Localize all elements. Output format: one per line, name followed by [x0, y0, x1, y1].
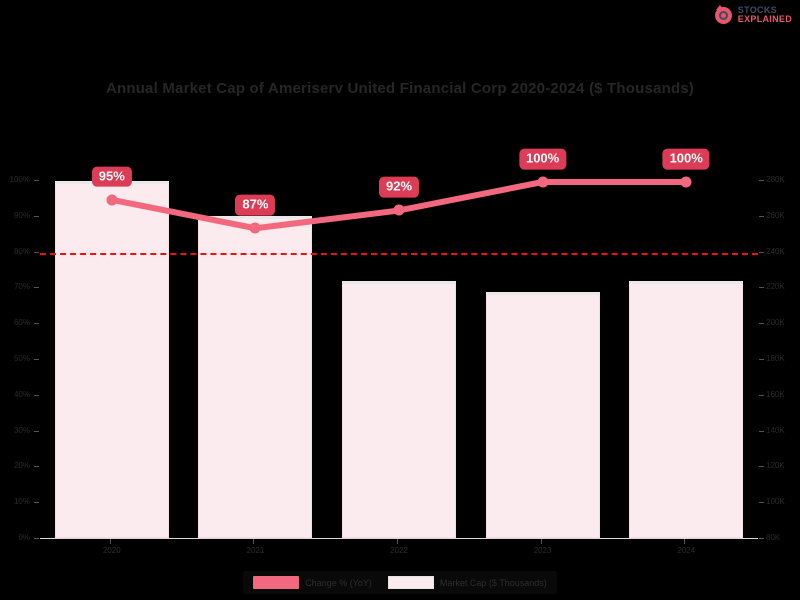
x-axis-tick — [397, 539, 398, 544]
bar[interactable] — [198, 216, 313, 538]
line-marker[interactable] — [537, 176, 549, 188]
y-axis-left-tick-label: 20% — [13, 461, 30, 471]
line-marker[interactable] — [393, 204, 405, 216]
legend-bar-swatch-icon — [387, 576, 434, 589]
y-axis-left-tick-label: 10% — [13, 497, 30, 507]
y-axis-right-tick — [759, 180, 764, 181]
y-axis-left-tick — [34, 502, 39, 504]
y-axis-right-tick — [759, 323, 764, 325]
x-axis-tick-label: 2023 — [533, 546, 552, 555]
y-axis-right-tick — [759, 394, 764, 396]
y-axis-right-tick — [759, 466, 764, 468]
y-axis-left-tick — [34, 466, 39, 468]
chart-legend: Change % (YoY) Market Cap ($ Thousands) — [0, 571, 800, 594]
y-axis-left-tick-label: 50% — [13, 354, 30, 363]
y-axis-left-tick-label: 30% — [13, 425, 30, 435]
y-axis-right-tick — [759, 538, 764, 539]
y-axis-left-tick — [34, 287, 39, 289]
logo-line-1: STOCKS — [737, 5, 777, 15]
y-axis-right-tick-label: 240K — [766, 246, 785, 256]
legend-label: Market Cap ($ Thousands) — [439, 577, 547, 588]
y-axis-left-tick-label: 40% — [13, 389, 30, 399]
y-axis-left-tick — [34, 430, 39, 432]
x-axis-tick-label: 2020 — [102, 546, 121, 555]
x-axis-tick-label: 2022 — [390, 546, 408, 555]
bar-cap — [342, 280, 456, 284]
x-axis-line — [40, 538, 758, 539]
y-axis-right-tick-label: 180K — [766, 354, 785, 363]
line-marker[interactable] — [106, 194, 118, 206]
y-axis-left-tick — [34, 538, 39, 539]
y-axis-right-tick-label: 280K — [766, 175, 785, 184]
y-axis-left-tick-label: 60% — [13, 318, 30, 328]
y-axis-right-tick-label: 260K — [766, 210, 785, 220]
x-axis-tick — [109, 539, 111, 544]
bar[interactable] — [485, 291, 600, 538]
reference-line — [40, 253, 758, 256]
legend-label: Change % (YoY) — [305, 577, 372, 588]
data-label: 92% — [378, 177, 420, 198]
y-axis-right-tick-label: 80K — [766, 533, 781, 542]
y-axis-left-tick-label: 0% — [18, 533, 30, 542]
y-axis-right-tick-label: 140K — [766, 425, 785, 435]
y-axis-right-tick-label: 200K — [766, 318, 785, 328]
data-label: 100% — [662, 148, 710, 170]
logo-text: STOCKS EXPLAINED — [738, 6, 792, 24]
x-axis-tick-label: 2024 — [677, 546, 696, 555]
y-axis-right-tick-label: 220K — [766, 282, 785, 292]
legend-item[interactable]: Change % (YoY) — [253, 576, 372, 589]
line-marker[interactable] — [680, 176, 692, 188]
bar-cap — [198, 216, 313, 220]
y-axis-right-tick-label: 160K — [766, 389, 785, 399]
bar-cap — [485, 291, 600, 295]
y-axis-left-tick — [34, 215, 39, 217]
bar-cap — [629, 280, 744, 284]
y-axis-right-tick-label: 100K — [766, 497, 785, 507]
x-axis-tick — [540, 539, 542, 544]
brand-logo: STOCKS EXPLAINED — [714, 5, 792, 25]
y-axis-right-tick — [759, 287, 764, 289]
y-axis-right-tick-label: 120K — [766, 461, 785, 471]
x-axis-tick — [253, 539, 255, 544]
y-axis-left-tick — [34, 180, 39, 181]
data-label: 87% — [235, 194, 276, 216]
y-axis-left-tick — [34, 359, 39, 360]
y-axis-left-tick — [34, 323, 39, 325]
circle-logo-icon — [714, 5, 734, 25]
chart-title: Annual Market Cap of Ameriserv United Fi… — [105, 80, 695, 97]
logo-line-2: EXPLAINED — [737, 14, 792, 24]
bar[interactable] — [342, 280, 456, 538]
legend-item[interactable]: Market Cap ($ Thousands) — [387, 576, 547, 589]
data-label: 100% — [518, 148, 567, 170]
y-axis-left-tick — [34, 251, 39, 253]
y-axis-left-tick-label: 100% — [9, 175, 30, 184]
x-axis-tick — [684, 539, 686, 544]
y-axis-left-tick-label: 80% — [13, 246, 30, 256]
bar[interactable] — [54, 181, 169, 538]
y-axis-right-tick — [759, 359, 764, 360]
y-axis-right-tick — [759, 430, 764, 432]
y-axis-left-tick-label: 90% — [13, 210, 30, 220]
y-axis-right-tick — [759, 502, 764, 504]
y-axis-left-tick — [34, 394, 39, 396]
y-axis-left-tick-label: 70% — [13, 282, 30, 292]
bar[interactable] — [629, 280, 744, 538]
y-axis-right-tick — [759, 215, 764, 217]
y-axis-right-tick — [759, 251, 764, 253]
data-label: 95% — [91, 166, 132, 188]
x-axis-tick-label: 2021 — [246, 546, 265, 555]
legend-line-swatch-icon — [253, 576, 300, 589]
line-marker[interactable] — [249, 222, 261, 234]
